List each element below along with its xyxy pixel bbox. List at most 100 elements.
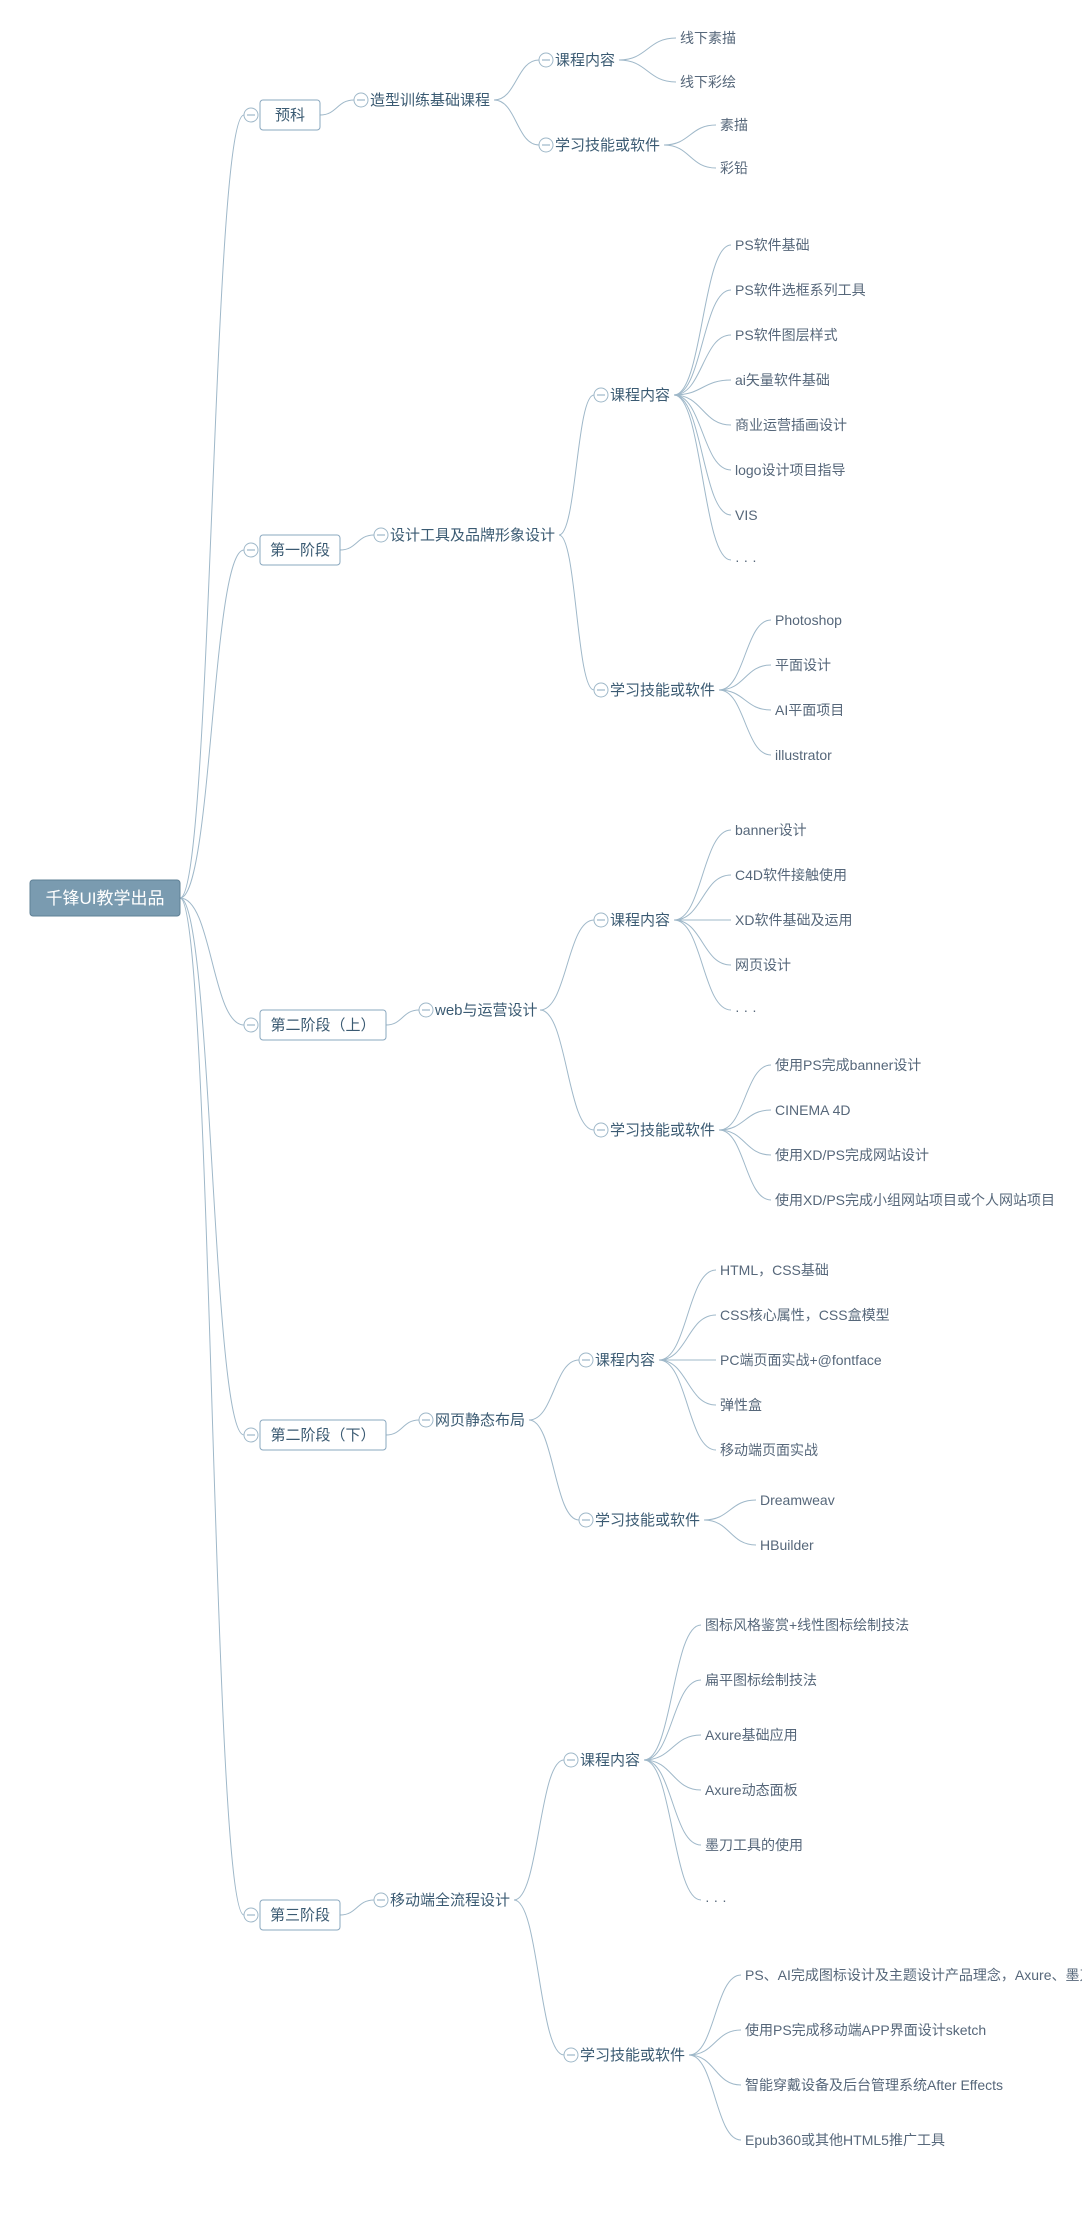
mindmap-edge (529, 1360, 579, 1420)
branch-node[interactable]: 课程内容 (595, 1352, 655, 1369)
collapse-toggle-icon[interactable] (374, 1893, 388, 1907)
root-label: 千锋UI教学出品 (46, 889, 165, 908)
mindmap-edge (689, 2030, 741, 2055)
leaf-node: logo设计项目指导 (735, 462, 845, 478)
branch-node[interactable]: 移动端全流程设计 (390, 1891, 510, 1909)
stage-label: 第二阶段（上） (270, 1016, 375, 1034)
mindmap-edge (340, 535, 374, 550)
leaf-node: PS软件基础 (735, 237, 810, 253)
mindmap-edge (719, 620, 771, 690)
mindmap-edge (674, 830, 731, 920)
mindmap-edge (664, 125, 716, 145)
leaf-node: CINEMA 4D (775, 1102, 850, 1118)
leaf-node: HTML，CSS基础 (720, 1262, 829, 1278)
branch-node[interactable]: 造型训练基础课程 (370, 92, 490, 109)
branch-node[interactable]: 课程内容 (555, 52, 615, 69)
mindmap-edge (619, 60, 676, 82)
leaf-node: 平面设计 (775, 657, 831, 673)
collapse-toggle-icon[interactable] (244, 1428, 258, 1442)
mindmap-edge (540, 1010, 594, 1130)
collapse-toggle-icon[interactable] (594, 913, 608, 927)
mindmap-edge (540, 920, 594, 1010)
branch-node[interactable]: 课程内容 (610, 387, 670, 404)
mindmap-edge (674, 245, 731, 395)
mindmap-edge (180, 898, 244, 1915)
mindmap-edge (674, 395, 731, 470)
collapse-toggle-icon[interactable] (419, 1003, 433, 1017)
mindmap-edge (180, 115, 244, 898)
mindmap-edge (514, 1760, 564, 1900)
collapse-toggle-icon[interactable] (539, 138, 553, 152)
mindmap-edge (644, 1625, 701, 1760)
stage-node[interactable]: 第三阶段 (260, 1900, 340, 1930)
mindmap-edge (644, 1735, 701, 1760)
branch-node[interactable]: 学习技能或软件 (610, 682, 715, 699)
collapse-toggle-icon[interactable] (374, 528, 388, 542)
collapse-toggle-icon[interactable] (564, 1753, 578, 1767)
branch-node[interactable]: 课程内容 (580, 1752, 640, 1769)
collapse-toggle-icon[interactable] (579, 1513, 593, 1527)
collapse-toggle-icon[interactable] (244, 543, 258, 557)
leaf-node: ai矢量软件基础 (735, 372, 830, 388)
leaf-node: Axure动态面板 (705, 1782, 798, 1798)
leaf-node: Epub360或其他HTML5推广工具 (745, 2132, 945, 2148)
leaf-node: 使用XD/PS完成网站设计 (775, 1147, 929, 1163)
stage-node[interactable]: 预科 (260, 100, 320, 130)
collapse-toggle-icon[interactable] (419, 1413, 433, 1427)
leaf-node: XD软件基础及运用 (735, 912, 852, 928)
collapse-toggle-icon[interactable] (354, 93, 368, 107)
stage-label: 第一阶段 (270, 541, 330, 559)
mindmap-edge (664, 145, 716, 168)
stage-label: 预科 (275, 107, 305, 124)
mindmap-edge (559, 395, 594, 535)
root-node[interactable]: 千锋UI教学出品 (30, 880, 180, 916)
mindmap-edge (704, 1500, 756, 1520)
leaf-node: 素描 (720, 117, 748, 133)
collapse-toggle-icon[interactable] (244, 108, 258, 122)
leaf-node: banner设计 (735, 822, 807, 838)
mindmap-edge (659, 1360, 716, 1450)
leaf-node: C4D软件接触使用 (735, 867, 847, 883)
collapse-toggle-icon[interactable] (594, 683, 608, 697)
mindmap-edge (644, 1760, 701, 1900)
leaf-node: PS软件图层样式 (735, 327, 838, 343)
stage-node[interactable]: 第二阶段（下） (260, 1420, 386, 1450)
leaf-node: 弹性盒 (720, 1397, 762, 1413)
stage-label: 第二阶段（下） (270, 1426, 375, 1444)
leaf-node: 线下素描 (680, 30, 736, 46)
mindmap-edge (529, 1420, 579, 1520)
leaf-node: 商业运营插画设计 (735, 417, 847, 433)
mindmap-edge (386, 1420, 419, 1435)
branch-node[interactable]: 网页静态布局 (435, 1412, 525, 1429)
leaf-node: 线下彩绘 (680, 74, 736, 90)
branch-node[interactable]: 学习技能或软件 (610, 1122, 715, 1139)
mindmap-edge (659, 1270, 716, 1360)
collapse-toggle-icon[interactable] (539, 53, 553, 67)
mindmap-edge (719, 1130, 771, 1200)
collapse-toggle-icon[interactable] (244, 1908, 258, 1922)
mindmap-edge (689, 2055, 741, 2140)
stage-node[interactable]: 第一阶段 (260, 535, 340, 565)
leaf-node: Axure基础应用 (705, 1727, 798, 1743)
mindmap-edge (674, 395, 731, 515)
mindmap-edge (674, 395, 731, 560)
branch-node[interactable]: 学习技能或软件 (555, 137, 660, 154)
leaf-node: 图标风格鉴赏+线性图标绘制技法 (705, 1617, 909, 1633)
leaf-node: · · · (705, 1892, 727, 1908)
branch-node[interactable]: 学习技能或软件 (580, 2047, 685, 2064)
stage-node[interactable]: 第二阶段（上） (260, 1010, 386, 1040)
leaf-node: 使用PS完成移动端APP界面设计sketch (745, 2022, 986, 2038)
branch-node[interactable]: 课程内容 (610, 912, 670, 929)
collapse-toggle-icon[interactable] (594, 1123, 608, 1137)
mindmap-edge (340, 1900, 374, 1915)
mindmap-edge (704, 1520, 756, 1545)
stage-label: 第三阶段 (270, 1906, 330, 1924)
branch-node[interactable]: 学习技能或软件 (595, 1512, 700, 1529)
collapse-toggle-icon[interactable] (564, 2048, 578, 2062)
leaf-node: PS软件选框系列工具 (735, 282, 866, 298)
branch-node[interactable]: 设计工具及品牌形象设计 (390, 527, 555, 544)
collapse-toggle-icon[interactable] (594, 388, 608, 402)
branch-node[interactable]: web与运营设计 (434, 1002, 538, 1019)
collapse-toggle-icon[interactable] (579, 1353, 593, 1367)
collapse-toggle-icon[interactable] (244, 1018, 258, 1032)
